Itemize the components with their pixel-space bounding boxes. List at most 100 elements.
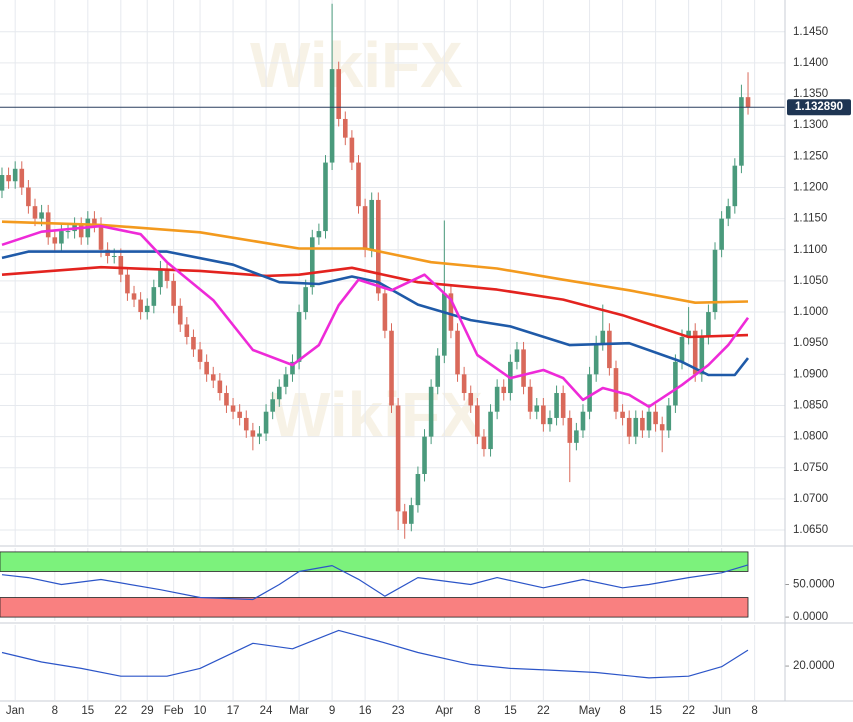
candle-body (184, 324, 190, 337)
x-tick-label: Feb (164, 705, 184, 717)
candle-body (455, 330, 460, 375)
candle-body (679, 336, 685, 362)
y-tick-label: 0.0000 (793, 611, 828, 623)
candle-body (739, 97, 744, 166)
candle-body (699, 336, 705, 375)
x-tick-label: 8 (52, 705, 58, 717)
x-tick-label: Jan (6, 705, 25, 717)
y-tick-label: 1.0650 (793, 524, 828, 536)
candle-body (745, 97, 751, 108)
candle-body (204, 361, 209, 375)
candle-body (514, 349, 520, 362)
candle-body (59, 231, 64, 244)
candle-body (395, 405, 401, 512)
candle-body (138, 299, 143, 313)
y-tick-label: 50.0000 (793, 579, 835, 591)
candle-body (342, 118, 348, 138)
candle-body (151, 287, 157, 306)
candle-body (692, 330, 698, 375)
y-tick-label: 1.0750 (793, 462, 828, 474)
x-tick-label: 17 (227, 705, 240, 717)
candle-body (461, 374, 467, 394)
candle-body (39, 212, 44, 219)
candle-body (323, 162, 328, 232)
candle-body (362, 206, 368, 250)
candle-body (0, 175, 5, 191)
candle-body (527, 386, 533, 412)
candle-body (45, 212, 51, 238)
x-tick-label: 8 (474, 705, 480, 717)
candle-body (250, 430, 256, 437)
candle-body (448, 293, 454, 331)
candle-body (316, 231, 322, 238)
candle-body (26, 187, 31, 207)
candle-body (52, 237, 58, 244)
last-price-tag (787, 99, 851, 116)
candle-body (369, 199, 375, 250)
candle-body (270, 399, 275, 412)
candle-body (144, 305, 150, 313)
y-tick-label: 1.0700 (793, 493, 828, 505)
candle-body (92, 218, 97, 225)
candle-body (230, 405, 236, 412)
candle-body (237, 411, 242, 418)
candle-body (177, 305, 183, 325)
y-tick-label: 1.0850 (793, 400, 828, 412)
candle-body (626, 417, 632, 437)
candle-body (125, 274, 130, 294)
candle-body (217, 380, 223, 394)
y-tick-label: 1.1050 (793, 275, 828, 287)
candle-body (290, 361, 295, 375)
candle-body (78, 224, 84, 238)
y-tick-label: 1.1300 (793, 119, 828, 131)
candle-body (442, 293, 447, 356)
candle-body (620, 411, 625, 418)
x-tick-label: 23 (392, 705, 405, 717)
candle-body (336, 69, 341, 119)
candle-body (98, 224, 104, 250)
candle-body (600, 330, 606, 344)
y-tick-label: 1.0950 (793, 337, 828, 349)
candle-body (547, 417, 553, 425)
candle-body (501, 386, 507, 394)
candle-body (673, 361, 678, 406)
x-tick-label: 29 (141, 705, 154, 717)
y-tick-label: 1.1200 (793, 182, 828, 194)
y-tick-label: 1.1000 (793, 306, 828, 318)
watermark: WikiFX (250, 29, 463, 101)
y-tick-label: 1.0800 (793, 431, 828, 443)
candle-body (633, 417, 639, 437)
x-tick-label: 8 (751, 705, 757, 717)
x-tick-label: 15 (504, 705, 517, 717)
candle-body (686, 330, 691, 337)
candle-body (389, 330, 394, 406)
candle-body (210, 374, 216, 381)
candle-body (640, 417, 645, 431)
candle-body (435, 355, 441, 387)
candle-body (521, 349, 526, 387)
indicator-line (1, 629, 749, 679)
candle-body (32, 206, 38, 219)
candle-body (382, 293, 388, 331)
candle-body (243, 417, 249, 431)
candle-body (415, 473, 421, 506)
candle-body (6, 175, 11, 182)
candle-body (580, 411, 586, 431)
candle-body (191, 336, 196, 350)
indicator-line (1, 564, 749, 601)
candle-body (65, 231, 71, 233)
candle-body (567, 417, 573, 443)
x-tick-label: 9 (329, 705, 335, 717)
candle-body (428, 386, 434, 437)
candle-body (653, 411, 658, 425)
candle-body (376, 199, 381, 294)
candle-body (409, 505, 414, 524)
indicator-line (1, 224, 750, 408)
candle-body (541, 405, 546, 425)
candle-body (719, 218, 724, 250)
candle-body (224, 393, 229, 406)
indicator-line (1, 265, 749, 339)
band (0, 597, 749, 618)
candle-body (481, 436, 487, 450)
